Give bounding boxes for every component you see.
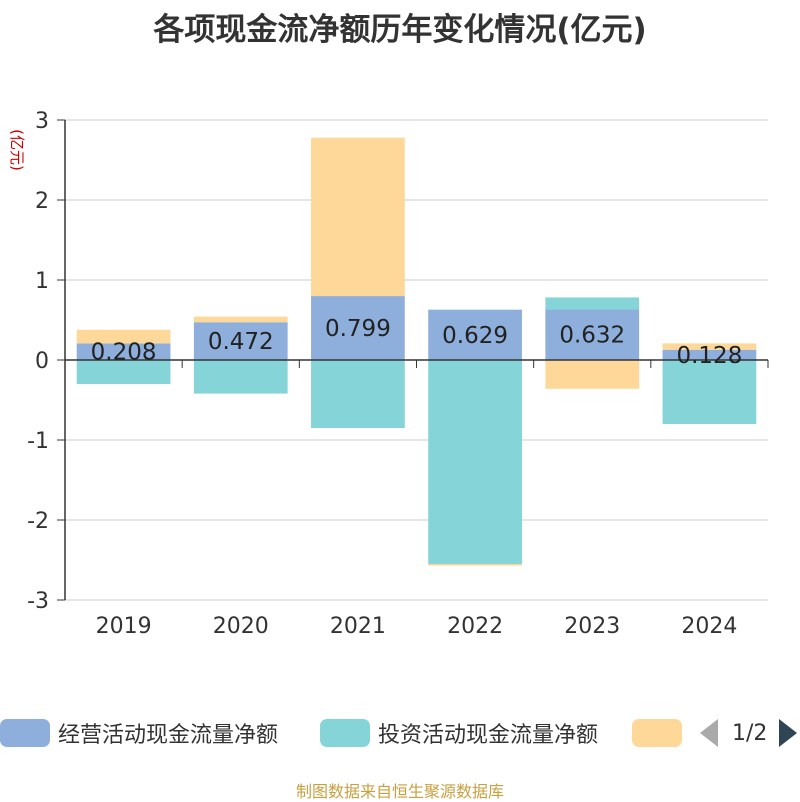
- y-tick-label: 3: [35, 109, 49, 134]
- bar-chart: (亿元) 3 2 1 0 -1 -2 -3 2019 2020 2021 2022 2023 2024 0…: [8, 109, 769, 639]
- legend-swatch-operating: [0, 719, 50, 747]
- x-tick-label: 2021: [330, 614, 386, 639]
- bar-series-2-2019[interactable]: [76, 329, 171, 344]
- bar-series-0-2022[interactable]: [428, 309, 522, 360]
- x-tick-label: 2020: [213, 614, 269, 639]
- bar-series-1-2019[interactable]: [76, 360, 171, 384]
- legend: 经营活动现金流量净额 投资活动现金流量净额 1/2: [0, 712, 800, 756]
- legend-item-financing[interactable]: [632, 718, 682, 748]
- data-label: 0.629: [442, 323, 508, 349]
- y-tick-label: -1: [27, 429, 49, 454]
- data-label: 0.472: [208, 329, 274, 355]
- bar-series-1-2024[interactable]: [662, 360, 757, 424]
- bar-series-1-2022[interactable]: [428, 360, 522, 564]
- y-tick-label: 1: [35, 269, 49, 294]
- data-label: 0.208: [91, 340, 157, 366]
- legend-label-investing: 投资活动现金流量净额: [378, 723, 599, 748]
- data-source-note: 制图数据来自恒生聚源数据库: [295, 782, 504, 801]
- bar-series-2-2021[interactable]: [311, 137, 405, 297]
- bar-series-0-2024[interactable]: [662, 349, 757, 360]
- bar-series-1-2023[interactable]: [545, 297, 640, 310]
- x-tick-label: 2022: [447, 614, 503, 639]
- chevron-left-icon[interactable]: [700, 719, 718, 747]
- bar-series-2-2020[interactable]: [193, 316, 288, 323]
- x-tick-label: 2024: [681, 614, 737, 639]
- y-axis-label: (亿元): [8, 129, 26, 171]
- bar-series-1-2020[interactable]: [193, 360, 288, 394]
- y-tick-label: 0: [35, 349, 49, 374]
- legend-swatch-financing: [632, 719, 682, 747]
- bar-series-2-2022[interactable]: [428, 564, 522, 566]
- legend-swatch-investing: [320, 719, 370, 747]
- y-tick-label: 2: [35, 189, 49, 214]
- y-tick-label: -3: [27, 589, 49, 614]
- data-label: 0.128: [676, 343, 742, 369]
- bar-series-0-2021[interactable]: [311, 296, 405, 360]
- legend-page-number: 1/2: [732, 720, 768, 746]
- bar-series-1-2021[interactable]: [311, 360, 405, 428]
- bar-series-0-2023[interactable]: [545, 309, 640, 360]
- y-tick-label: -2: [27, 509, 49, 534]
- data-label: 0.632: [559, 323, 625, 349]
- bar-series-0-2019[interactable]: [76, 343, 171, 360]
- legend-pager: 1/2: [700, 718, 798, 748]
- chevron-right-icon[interactable]: [779, 719, 798, 747]
- legend-label-operating: 经营活动现金流量净额: [58, 723, 279, 748]
- legend-item-operating[interactable]: 经营活动现金流量净额: [0, 718, 278, 748]
- bar-series-2-2024[interactable]: [662, 343, 757, 350]
- x-tick-label: 2023: [564, 614, 620, 639]
- bar-series-0-2020[interactable]: [193, 322, 288, 360]
- bar-series-2-2023[interactable]: [545, 360, 640, 389]
- x-tick-label: 2019: [96, 614, 152, 639]
- legend-item-investing[interactable]: 投资活动现金流量净额: [320, 718, 598, 748]
- chart-title: 各项现金流净额历年变化情况(亿元): [153, 12, 647, 48]
- data-label: 0.799: [325, 316, 391, 342]
